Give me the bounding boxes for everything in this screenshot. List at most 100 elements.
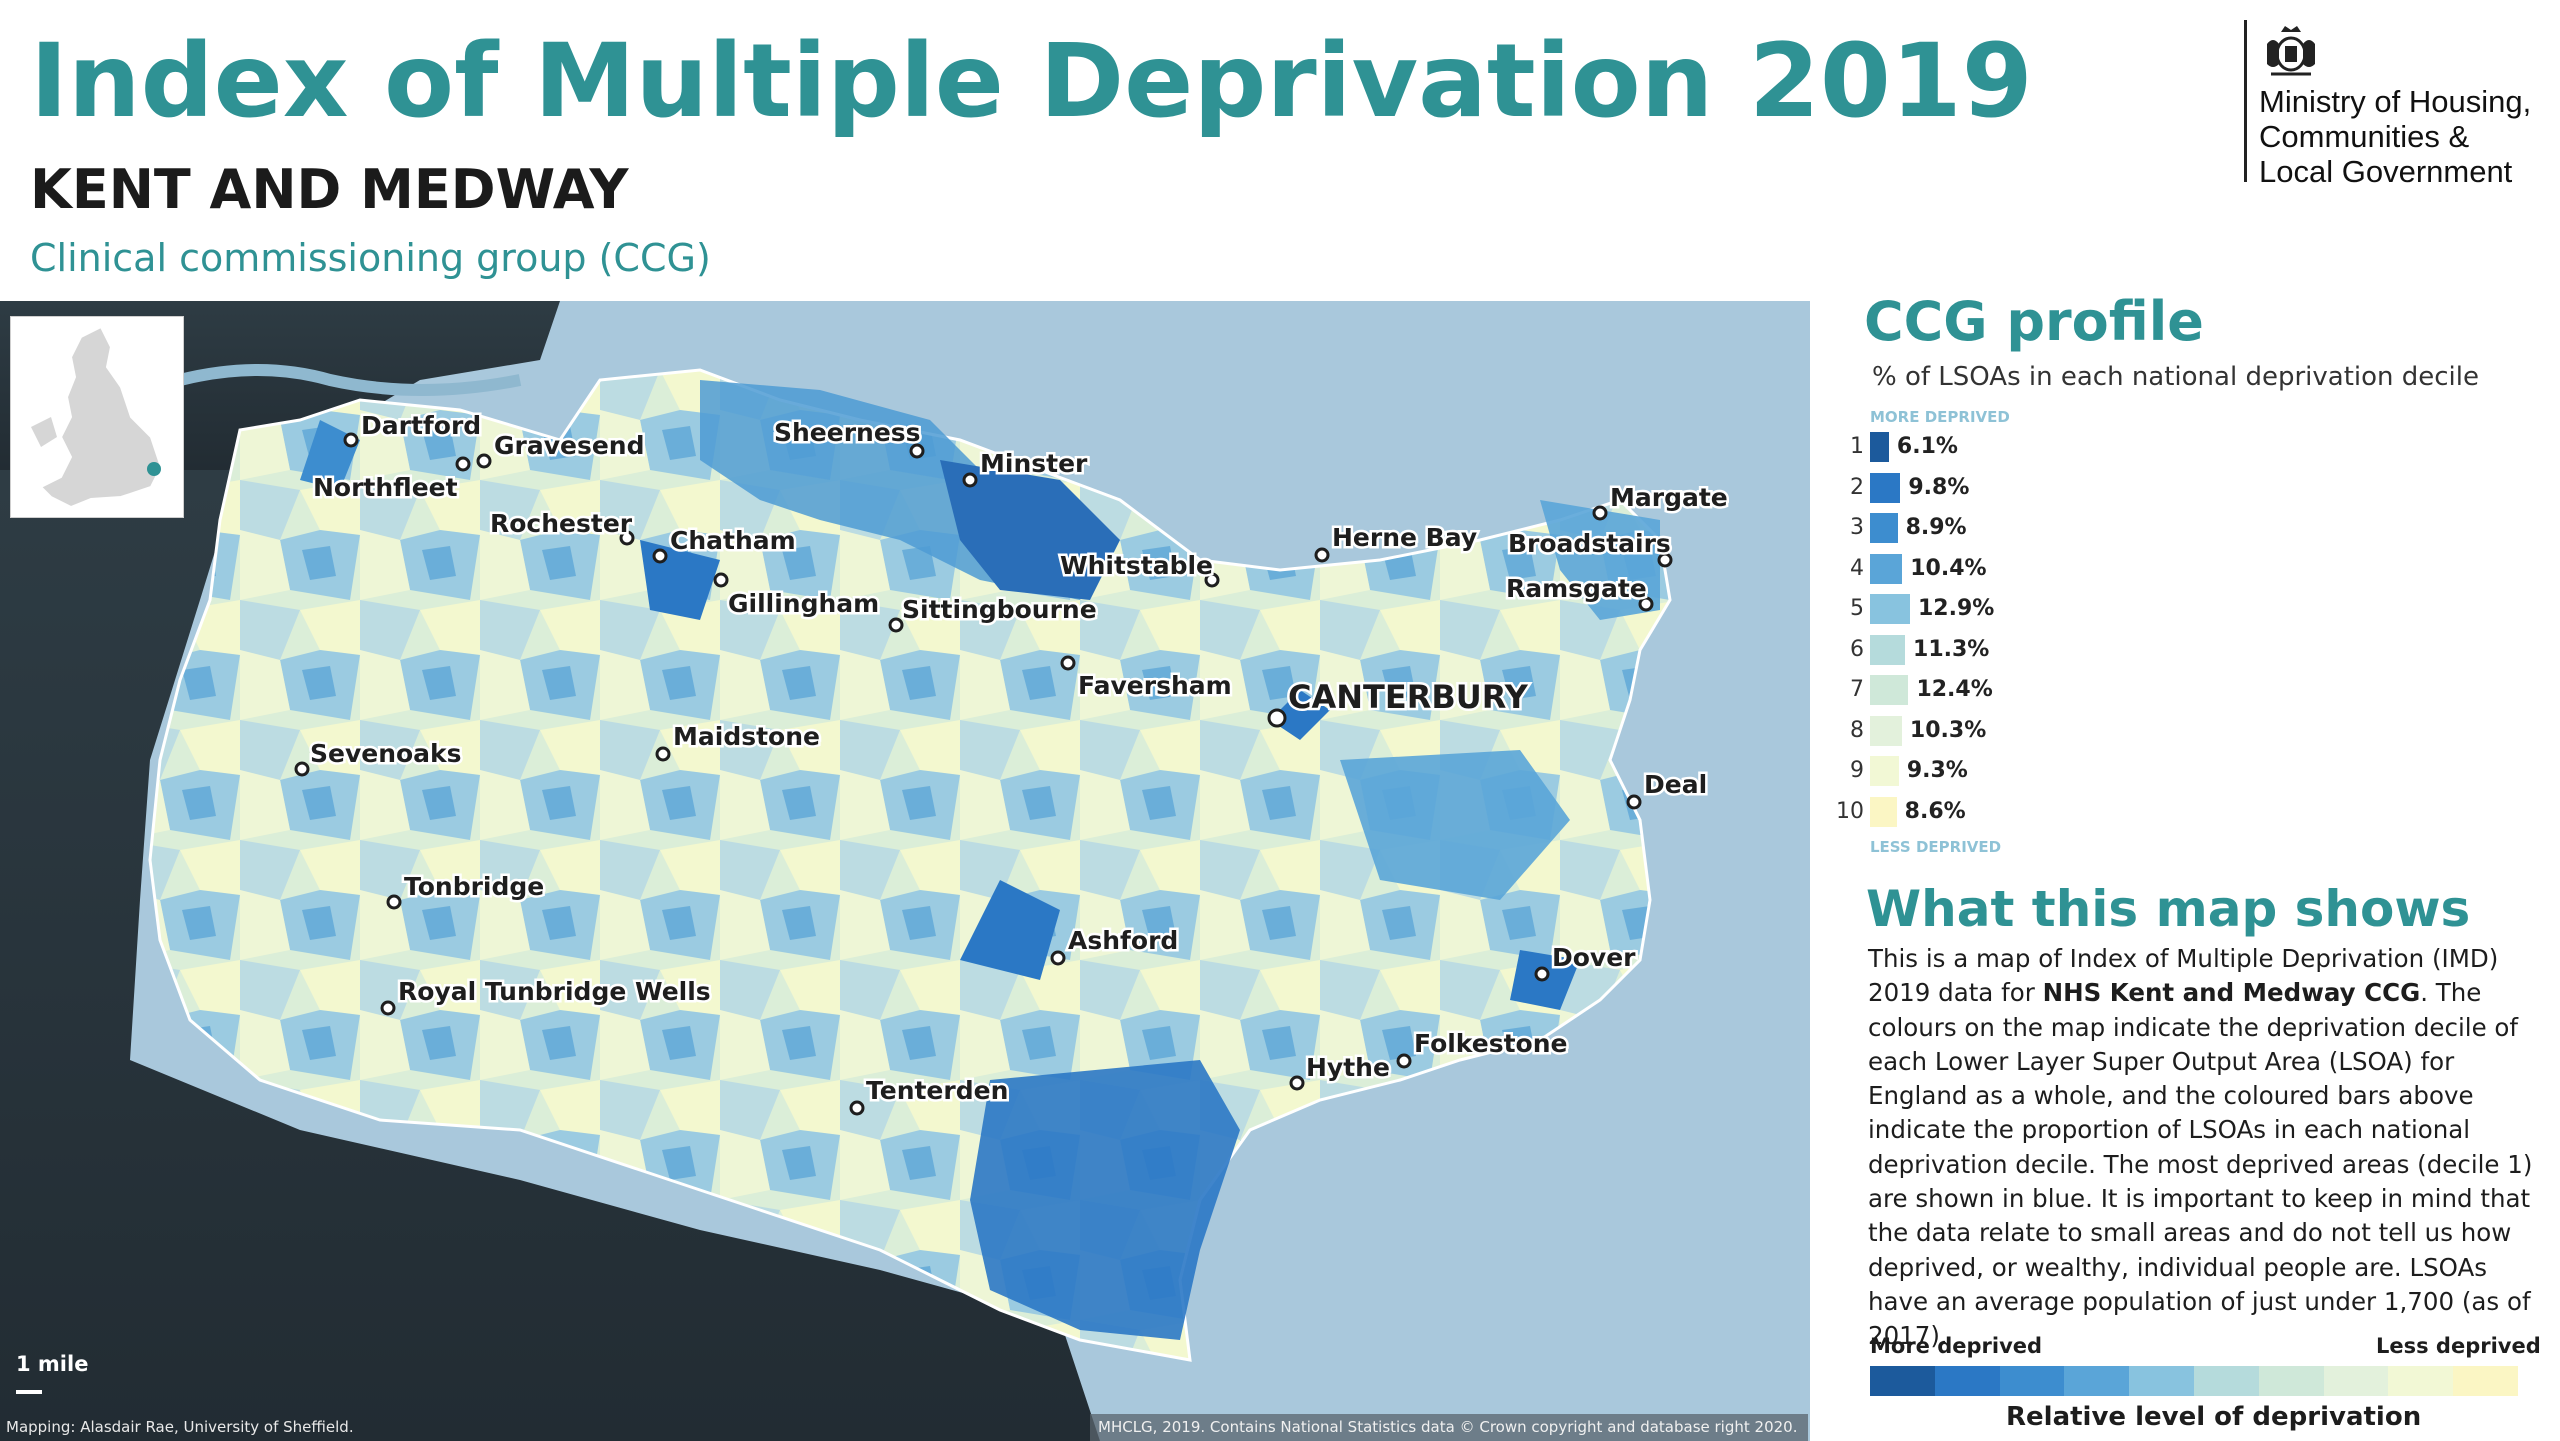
explanation-text: This is a map of Index of Multiple Depri…: [1868, 944, 2533, 1351]
decile-bar-row: 4 10.4%: [1830, 552, 2130, 586]
legend-swatch: [2193, 1366, 2259, 1396]
decile-number: 3: [1850, 515, 1864, 540]
decile-number: 1: [1850, 434, 1864, 459]
town-label: Chatham: [670, 526, 796, 555]
ccg-name: NHS Kent and Medway CCG: [2042, 978, 2421, 1008]
legend-swatch: [2258, 1366, 2324, 1396]
decile-value-label: 9.8%: [1908, 474, 1970, 500]
profile-subtitle: % of LSOAs in each national deprivation …: [1872, 362, 2480, 392]
town-label: Tenterden: [866, 1076, 1008, 1105]
town-label: CANTERBURY: [1288, 678, 1529, 716]
decile-value-label: 12.4%: [1916, 677, 1993, 702]
decile-number: 5: [1850, 596, 1864, 621]
town-label: Royal Tunbridge Wells: [398, 977, 711, 1006]
decile-value-label: 8.6%: [1904, 798, 1966, 824]
town-label: Ramsgate: [1506, 574, 1647, 603]
profile-title: CCG profile: [1864, 290, 2204, 353]
legend-caption: Relative level of deprivation: [2006, 1402, 2422, 1432]
legend-swatch: [1870, 1366, 1935, 1396]
decile-number: 9: [1850, 758, 1864, 783]
town-label: Whitstable: [1060, 551, 1213, 580]
great-britain-outline-icon: [31, 325, 163, 509]
ministry-line-3: Local Government: [2259, 154, 2513, 189]
decile-bar-row: 7 12.4%: [1830, 673, 2130, 707]
town-label: Rochester: [490, 509, 633, 538]
town-label: Deal: [1644, 770, 1707, 799]
decile-number: 8: [1850, 717, 1864, 743]
town-label: Gillingham: [728, 589, 879, 618]
legend-colour-ramp: [1870, 1366, 2518, 1396]
decile-value-label: 10.3%: [1909, 717, 1987, 743]
copyright-credit: MHCLG, 2019. Contains National Statistic…: [1090, 1414, 1808, 1441]
decile-number: 10: [1836, 798, 1864, 824]
locator-inset-map: [10, 316, 184, 518]
mapping-credit: Mapping: Alasdair Rae, University of She…: [6, 1418, 354, 1436]
town-label: Gravesend: [494, 431, 645, 460]
town-markers: Dartford Gravesend Northfleet Sheerness …: [294, 409, 1730, 1116]
decile-bar-row: 3 8.9%: [1830, 511, 2130, 545]
legend-swatch: [1934, 1366, 2000, 1396]
town-label: Broadstairs: [1508, 529, 1671, 558]
town-label: Herne Bay: [1332, 523, 1477, 552]
explanation-title: What this map shows: [1866, 880, 2471, 938]
ministry-line-1: Ministry of Housing,: [2259, 84, 2532, 119]
town-label: Northfleet: [313, 473, 458, 502]
royal-crest-icon: [2267, 26, 2315, 76]
decile-bar: [1870, 553, 1903, 584]
ministry-line-2: Communities &: [2259, 119, 2470, 154]
scale-bar: [16, 1390, 42, 1394]
decile-value-label: 12.9%: [1917, 596, 1995, 621]
area-name: KENT AND MEDWAY: [30, 158, 629, 221]
legend-swatch: [2129, 1366, 2194, 1396]
legend-swatch: [2453, 1366, 2518, 1396]
decile-bar: [1870, 756, 1899, 786]
ministry-logo: Ministry of Housing, Communities & Local…: [2244, 20, 2544, 189]
decile-value-label: 9.3%: [1906, 758, 1968, 783]
area-type: Clinical commissioning group (CCG): [30, 236, 711, 280]
decile-value-label: 6.1%: [1896, 434, 1958, 459]
decile-bar-row: 10 8.6%: [1830, 795, 2130, 829]
town-label: Hythe: [1306, 1053, 1390, 1082]
page-title: Index of Multiple Deprivation 2019: [30, 22, 2033, 141]
town-label: Faversham: [1078, 671, 1232, 700]
town-label: Tonbridge: [404, 872, 544, 901]
town-label: Dover: [1552, 943, 1636, 972]
town-label: Ashford: [1068, 926, 1178, 955]
legend-more-label: More deprived: [1870, 1334, 2043, 1358]
decile-number: 7: [1850, 677, 1864, 702]
town-label: Sittingbourne: [902, 595, 1097, 624]
decile-bar: [1870, 796, 1897, 827]
scale-label: 1 mile: [16, 1352, 89, 1376]
decile-bar: [1870, 675, 1909, 705]
decile-value-label: 10.4%: [1910, 555, 1987, 581]
decile-bar: [1870, 715, 1902, 746]
map-canvas: Dartford Gravesend Northfleet Sheerness …: [0, 301, 1810, 1441]
town-label: Minster: [980, 449, 1088, 478]
deprivation-map[interactable]: Dartford Gravesend Northfleet Sheerness …: [0, 301, 1810, 1441]
decile-bar-row: 8 10.3%: [1830, 714, 2130, 748]
town-label: Margate: [1610, 483, 1728, 512]
legend-swatch: [2323, 1366, 2389, 1396]
decile-bar: [1870, 634, 1906, 665]
legend-swatch: [2388, 1366, 2454, 1396]
decile-bar: [1870, 432, 1889, 462]
decile-value-label: 8.9%: [1905, 515, 1967, 540]
legend-swatch: [1999, 1366, 2065, 1396]
decile-value-label: 11.3%: [1913, 636, 1990, 662]
town-label: Maidstone: [673, 722, 820, 751]
legend-swatch: [2064, 1366, 2130, 1396]
decile-bar: [1870, 472, 1901, 503]
town-label: Sevenoaks: [310, 739, 462, 768]
decile-bar: [1870, 594, 1910, 624]
town-label: Sheerness: [774, 418, 921, 447]
decile-bar-row: 5 12.9%: [1830, 592, 2130, 626]
decile-bar-row: 6 11.3%: [1830, 633, 2130, 667]
more-deprived-label: MORE DEPRIVED: [1870, 408, 2010, 426]
decile-bar: [1870, 513, 1898, 543]
decile-number: 4: [1850, 555, 1864, 581]
decile-bar-row: 9 9.3%: [1830, 754, 2130, 788]
less-deprived-label: LESS DEPRIVED: [1870, 838, 2002, 856]
legend-less-label: Less deprived: [2376, 1334, 2541, 1358]
decile-number: 6: [1850, 636, 1864, 662]
decile-bar-row: 2 9.8%: [1830, 471, 2130, 505]
